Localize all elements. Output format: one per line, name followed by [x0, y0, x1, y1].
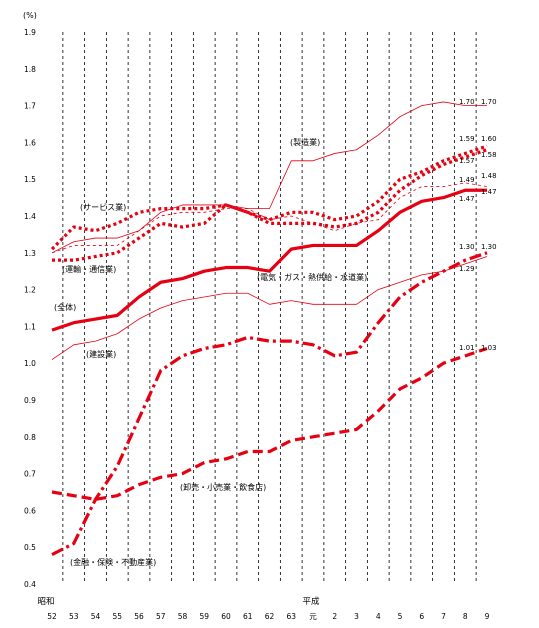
series-line: [52, 148, 488, 262]
data-label: 1.47: [481, 188, 497, 196]
x-tick-label: 6: [419, 612, 424, 621]
series-line: [51, 346, 488, 501]
series-name-label: (電気・ガス・熱供給・水道業): [257, 272, 367, 282]
era-label-showa: 昭和: [37, 597, 54, 607]
series-name-label: (金融・保険・不動産業): [70, 557, 156, 567]
series-layer: [50, 101, 488, 556]
x-tick-label: 8: [463, 612, 468, 621]
x-tick-label: 63: [286, 612, 296, 621]
series-line: [51, 101, 487, 254]
y-tick-label: 1.3: [24, 249, 36, 258]
era-label-heisei: 平成: [302, 596, 320, 607]
series-label-layer: (全体) 1.47 1.47 (製造業) 1.70 1.70 (サービス業) 1.59 1.60…: [54, 98, 497, 567]
series-name-label: (製造業): [290, 137, 320, 147]
x-tick-label: 53: [69, 612, 79, 621]
y-tick-label: 1.2: [24, 286, 36, 295]
data-label: 1.30: [481, 243, 497, 251]
y-tick-label: 1.8: [24, 65, 36, 74]
series-name-label: (サービス業): [80, 202, 126, 212]
y-tick-label: 1.7: [24, 102, 36, 111]
y-tick-label: 0.5: [24, 543, 36, 552]
x-tick-label: 2: [332, 612, 337, 621]
x-tick-label: 56: [134, 612, 144, 621]
data-label: 1.01: [459, 344, 475, 352]
series-name-label: (全体): [54, 302, 76, 312]
data-label: 1.29: [459, 265, 475, 273]
series-line: [51, 256, 488, 360]
series-line: [50, 144, 488, 251]
x-tick-label: 7: [441, 612, 446, 621]
x-tick-label: 61: [243, 612, 253, 621]
series-line: [51, 251, 488, 556]
data-label: 1.70: [481, 98, 497, 106]
y-tick-label: 1.9: [24, 28, 36, 37]
x-tick-label: 54: [91, 612, 101, 621]
data-label: 1.03: [481, 344, 497, 352]
grid-layer: [62, 32, 477, 584]
series-name-label: (建設業): [86, 349, 116, 359]
x-tick-label: 4: [376, 612, 381, 621]
x-tick-label: 52: [47, 612, 57, 621]
y-unit-label: (%): [23, 11, 37, 20]
y-tick-label: 0.9: [24, 396, 36, 405]
data-label: 1.47: [459, 195, 475, 203]
y-tick-label: 0.4: [24, 580, 36, 589]
data-label: 1.30: [459, 243, 475, 251]
y-tick-label: 0.6: [24, 506, 36, 515]
data-label: 1.59: [459, 135, 475, 143]
x-tick-label: 59: [199, 612, 209, 621]
series-line: [51, 188, 487, 332]
y-tick-label: 0.7: [24, 470, 36, 479]
x-tick-label: 9: [485, 612, 490, 621]
data-label: 1.57: [459, 157, 475, 165]
x-tick-label: 3: [354, 612, 359, 621]
data-label: 1.60: [481, 135, 497, 143]
x-tick-label: 5: [398, 612, 403, 621]
series-line: [51, 182, 488, 254]
data-label: 1.49: [459, 176, 475, 184]
y-tick-label: 1.6: [24, 138, 36, 147]
y-tick-label: 1.4: [24, 212, 36, 221]
series-name-label: (卸売・小売業・飲食店): [180, 482, 266, 492]
data-label: 1.48: [481, 172, 497, 180]
data-label: 1.58: [481, 151, 497, 159]
x-tick-label: 58: [178, 612, 188, 621]
data-label: 1.70: [459, 98, 475, 106]
y-tick-label: 1.0: [24, 359, 36, 368]
y-tick-label: 0.8: [24, 433, 36, 442]
series-name-label: (運輸・通信業): [62, 264, 116, 274]
x-tick-label: 55: [112, 612, 122, 621]
axis-layer: (%) 昭和 平成 1.9 1.8 1.7 1.6 1.5 1.4 1.3 1.2 1.1 1.0…: [23, 11, 490, 621]
x-tick-label: 元: [309, 612, 317, 621]
x-tick-label: 62: [265, 612, 275, 621]
x-tick-label: 57: [156, 612, 166, 621]
y-tick-label: 1.5: [24, 175, 36, 184]
x-tick-label: 60: [221, 612, 231, 621]
y-tick-label: 1.1: [24, 322, 36, 331]
